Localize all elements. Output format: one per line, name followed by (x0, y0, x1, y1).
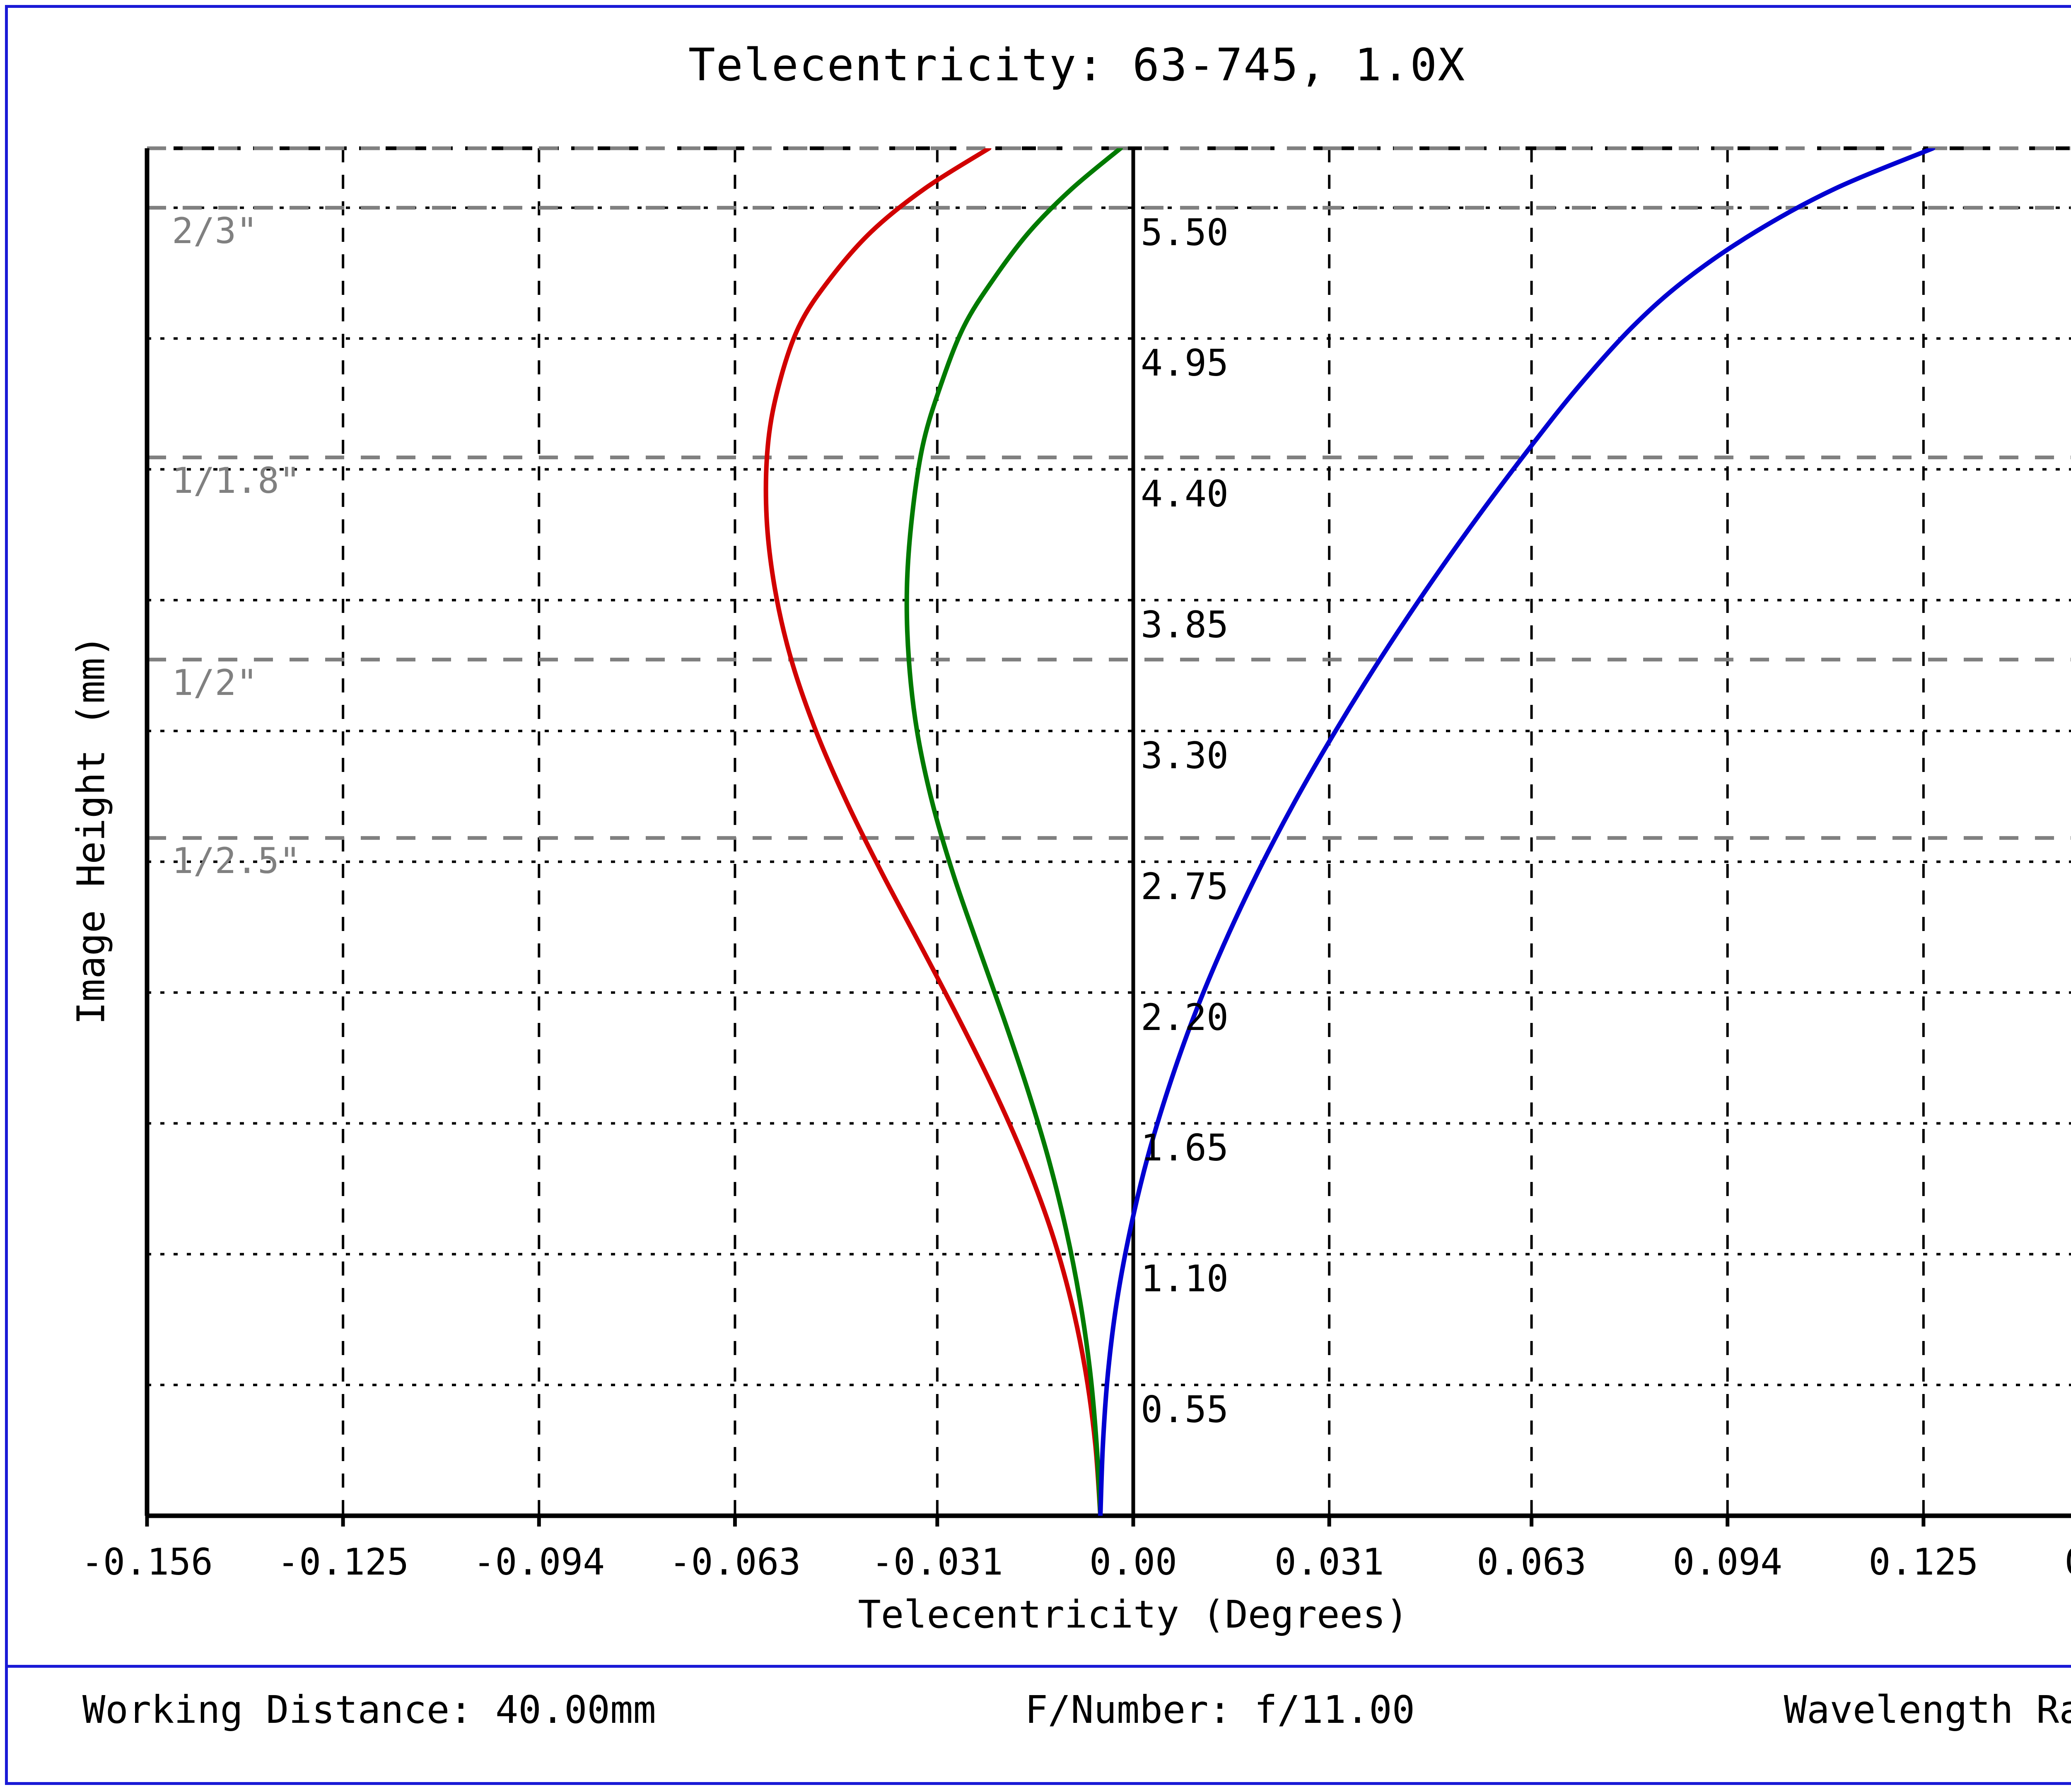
x-tick-label: -0.125 (277, 1541, 409, 1583)
image-height-label: 2.75 (1141, 865, 1229, 908)
x-tick-label: 0.125 (1868, 1541, 1979, 1583)
x-tick-label: 0.00 (1089, 1541, 1177, 1583)
sensor-format-label: 1/2" (172, 662, 258, 704)
sensor-format-label: 1/2.5" (172, 840, 301, 882)
series-line-587.5nm (904, 148, 1123, 1516)
x-tick-label: 0.156 (2065, 1541, 2071, 1583)
f-number: F/Number: f/11.00 (1025, 1688, 1415, 1732)
sensor-format-label: 2/3" (172, 210, 258, 252)
wavelength-range: Wavelength Range: 486nm-656nm (1784, 1688, 2071, 1732)
image-height-label: 3.30 (1141, 734, 1229, 777)
x-tick-label: -0.063 (669, 1541, 801, 1583)
footer: Working Distance: 40.00mm F/Number: f/11… (8, 1688, 2071, 1732)
image-height-label: 3.85 (1141, 603, 1229, 646)
series-line-486.1nm (1098, 148, 1936, 1516)
x-tick-label: -0.031 (871, 1541, 1003, 1583)
x-tick-label: 0.063 (1477, 1541, 1586, 1583)
x-tick-label: -0.094 (473, 1541, 605, 1583)
page-title: Telecentricity: 63-745, 1.0X (688, 39, 1466, 91)
x-tick-label: 0.031 (1274, 1541, 1384, 1583)
image-height-label: 2.20 (1141, 996, 1229, 1039)
footer-divider (8, 1665, 2071, 1668)
y-axis-title: Image Height (mm) (69, 634, 113, 1025)
series-line-656.2nm (763, 148, 1103, 1516)
working-distance: Working Distance: 40.00mm (82, 1688, 656, 1732)
x-axis-title: Telecentricity (Degrees) (858, 1592, 1409, 1637)
image-height-label: 0.55 (1141, 1388, 1229, 1431)
image-height-label: 1.10 (1141, 1257, 1229, 1300)
image-height-label: 4.40 (1141, 473, 1229, 516)
image-height-label: 5.50 (1141, 211, 1229, 254)
image-height-label: 1.65 (1141, 1126, 1229, 1170)
x-tick-label: 0.094 (1673, 1541, 1783, 1583)
x-tick-label: -0.156 (81, 1541, 213, 1583)
image-height-label: 4.95 (1141, 342, 1229, 385)
sensor-format-label: 1/1.8" (172, 460, 301, 502)
